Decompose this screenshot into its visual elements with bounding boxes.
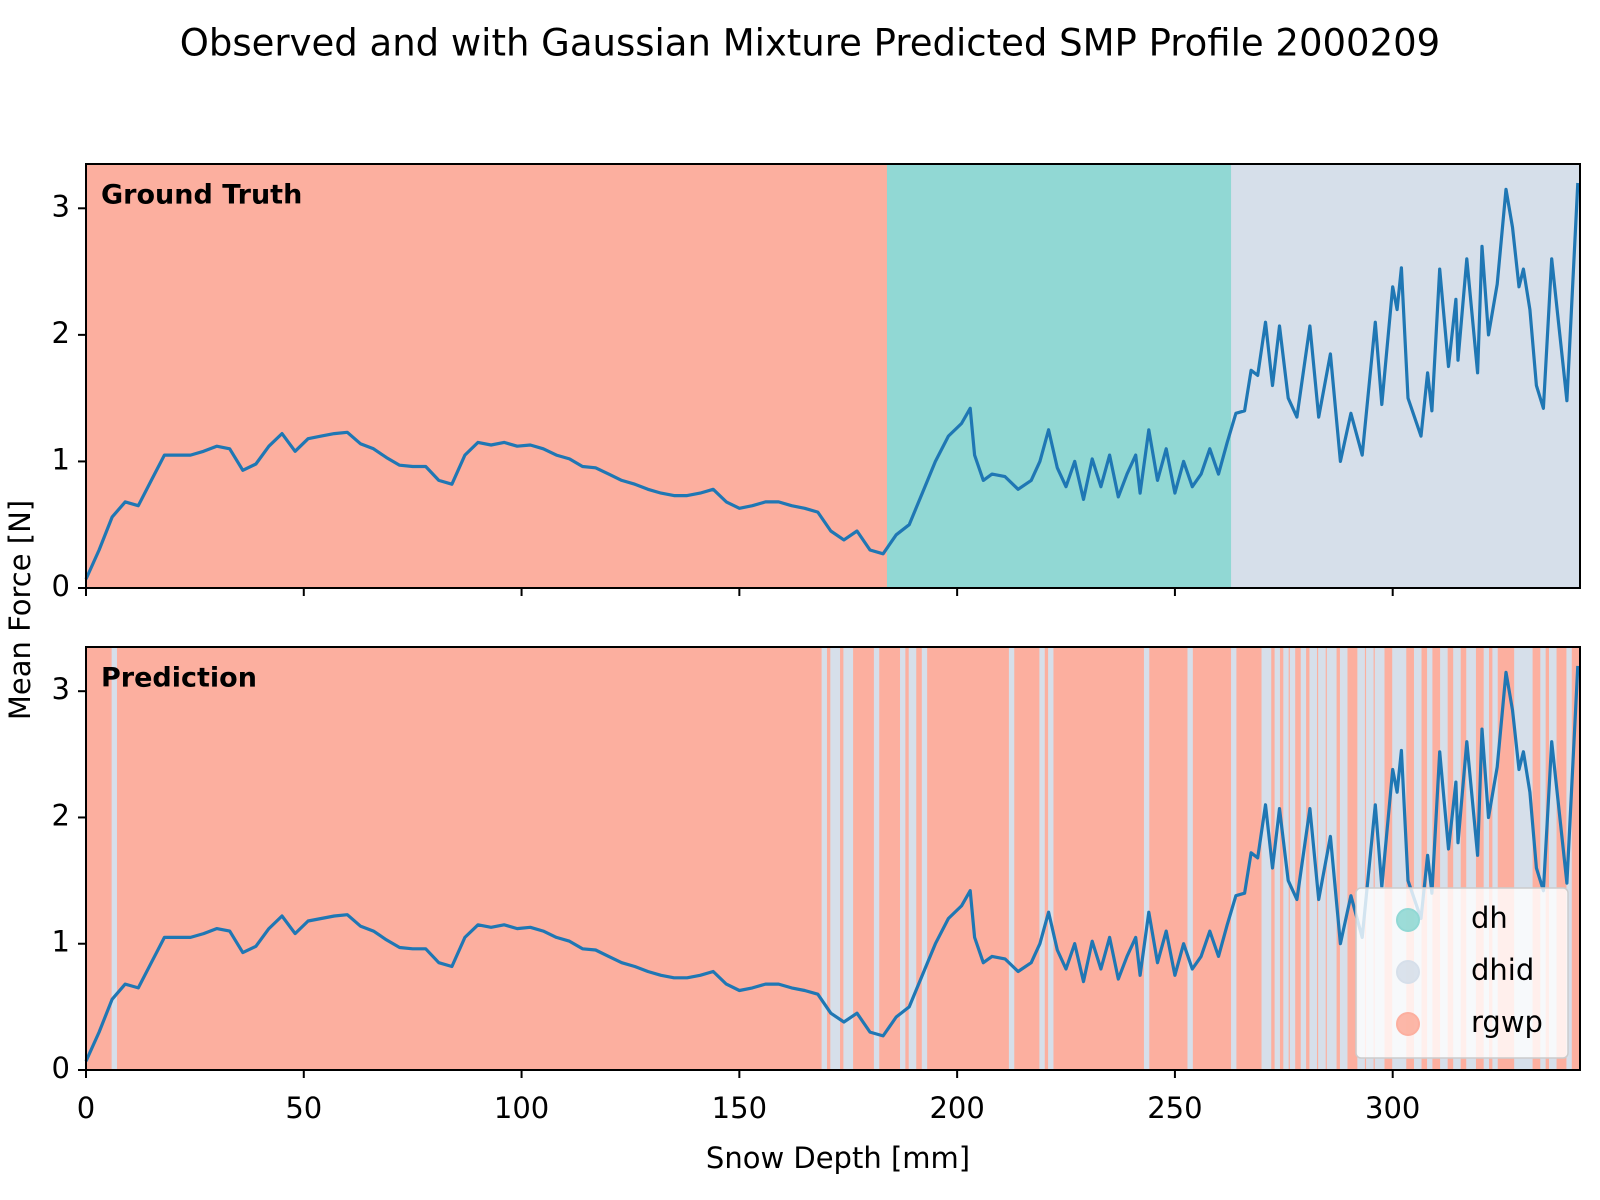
class-region: [1143, 646, 1150, 1071]
panel-label: Prediction: [101, 663, 257, 694]
class-region: [1231, 646, 1237, 1071]
x-tick-label: 300: [1365, 1091, 1420, 1125]
y-tick-label: 2: [52, 798, 70, 832]
y-tick-label: 3: [52, 189, 70, 223]
class-region: [843, 646, 854, 1071]
class-region: [1289, 646, 1296, 1071]
y-tick-label: 1: [52, 442, 70, 476]
x-tick-label: 50: [285, 1091, 322, 1125]
x-tick-label: 0: [77, 1091, 95, 1125]
legend: dh dhid rgwp: [1355, 887, 1569, 1059]
class-region: [1187, 646, 1193, 1071]
plot-frame: [85, 646, 1581, 1071]
class-region: [111, 646, 117, 1071]
class-region: [1008, 646, 1015, 1071]
legend-marker: [1396, 908, 1420, 932]
class-region: [1339, 646, 1348, 1071]
class-region: [1261, 646, 1272, 1071]
y-tick-label: 3: [52, 672, 70, 706]
y-tick-label: 0: [52, 1051, 70, 1085]
x-axis-label: Snow Depth [mm]: [706, 1141, 970, 1175]
x-tick-label: 250: [1147, 1091, 1202, 1125]
class-region: [830, 646, 841, 1071]
x-tick-label: 100: [494, 1091, 549, 1125]
legend-label: dh: [1471, 901, 1508, 935]
class-region: [1039, 646, 1045, 1071]
legend-marker: [1396, 960, 1420, 984]
legend-marker: [1396, 1012, 1420, 1036]
class-region: [921, 646, 928, 1071]
x-tick-label: 150: [712, 1091, 767, 1125]
class-region: [1318, 646, 1326, 1071]
y-tick-label: 1: [52, 925, 70, 959]
plot-frame: [85, 163, 1581, 589]
y-tick-label: 2: [52, 316, 70, 350]
class-region: [85, 163, 888, 589]
panel-label: Ground Truth: [101, 180, 302, 211]
data-line: [84, 665, 1580, 1062]
y-tick-label: 0: [52, 569, 70, 603]
class-region: [1274, 646, 1280, 1071]
chart-title: Observed and with Gaussian Mixture Predi…: [180, 22, 1440, 65]
class-region: [900, 646, 906, 1071]
x-tick-label: 200: [929, 1091, 984, 1125]
y-axis-label: Mean Force [N]: [3, 500, 37, 720]
legend-label: dhid: [1471, 953, 1534, 987]
data-line: [84, 182, 1580, 580]
class-region: [1048, 646, 1054, 1071]
class-region: [886, 163, 1233, 589]
class-region: [873, 646, 880, 1071]
legend-label: rgwp: [1471, 1005, 1543, 1039]
